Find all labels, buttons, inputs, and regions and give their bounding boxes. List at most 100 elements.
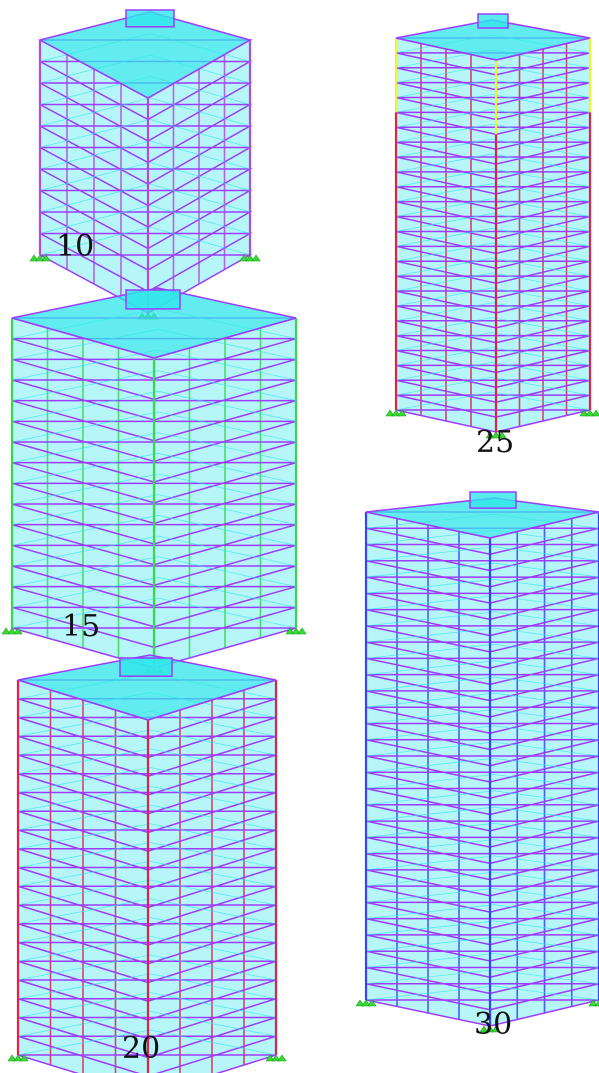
floor-slab-edge bbox=[17, 804, 277, 831]
floor-slab-edge bbox=[365, 660, 599, 676]
floor-slab-edge bbox=[395, 287, 591, 307]
floor-beam-line bbox=[395, 334, 591, 359]
floor-slab-edge bbox=[11, 452, 297, 484]
floor-slab-edge bbox=[365, 936, 599, 952]
floor-beam-line bbox=[395, 364, 591, 389]
label-30-stories: 30 bbox=[474, 1007, 513, 1042]
base-support bbox=[1, 627, 11, 635]
floor-slab-edge bbox=[17, 935, 277, 962]
base-support bbox=[385, 409, 395, 417]
floor-beam-line bbox=[395, 290, 591, 314]
floor-slab-edge bbox=[365, 855, 599, 871]
base-support bbox=[7, 1054, 17, 1062]
floor-slab-edge bbox=[39, 226, 251, 256]
floor-beam-line bbox=[395, 349, 591, 374]
floor-slab-edge bbox=[11, 432, 297, 464]
base-support bbox=[479, 1025, 489, 1033]
floor-slab-edge bbox=[17, 823, 277, 850]
rooftop-core bbox=[125, 9, 175, 28]
floor-beam-line bbox=[365, 852, 599, 881]
floor-slab-edge bbox=[17, 767, 277, 793]
floor-slab-edge bbox=[395, 391, 591, 411]
floor-beam-line bbox=[365, 771, 599, 800]
floor-beam-line bbox=[395, 200, 591, 225]
floor-slab-edge bbox=[365, 822, 599, 838]
building-model-15-story bbox=[1, 287, 307, 675]
base-support bbox=[285, 627, 295, 635]
floor-slab-edge bbox=[395, 376, 591, 396]
floor-slab-edge bbox=[365, 757, 599, 773]
floor-slab-edge bbox=[365, 611, 599, 627]
floor-slab-edge bbox=[395, 361, 591, 381]
building-model-10-story bbox=[29, 9, 261, 320]
base-support bbox=[594, 999, 599, 1007]
floor-slab-edge bbox=[395, 272, 591, 292]
label-15-stories: 15 bbox=[62, 609, 101, 644]
floor-slab-edge bbox=[17, 1010, 277, 1037]
floor-slab-edge bbox=[365, 887, 599, 903]
floor-beam-line bbox=[365, 560, 599, 588]
floor-beam-line bbox=[365, 804, 599, 832]
base-support bbox=[239, 254, 249, 262]
floor-slab-edge bbox=[39, 119, 251, 148]
floor-beam-line bbox=[365, 543, 599, 572]
floor-slab-edge bbox=[39, 183, 251, 213]
floor-slab-edge bbox=[365, 790, 599, 806]
floor-slab-edge bbox=[395, 79, 591, 98]
roof-slab bbox=[11, 287, 297, 359]
base-support bbox=[35, 254, 45, 262]
floor-beam-line bbox=[365, 966, 599, 995]
floor-beam-line bbox=[395, 394, 591, 418]
floor-beam-line bbox=[395, 81, 591, 106]
building-body bbox=[40, 40, 250, 313]
floor-slab-edge bbox=[365, 969, 599, 985]
floor-beam-line bbox=[395, 111, 591, 136]
floor-beam-line bbox=[365, 722, 599, 751]
floor-slab-edge bbox=[11, 390, 297, 422]
rooftop-core bbox=[125, 289, 181, 310]
floor-beam-line bbox=[365, 869, 599, 897]
floor-slab-edge bbox=[17, 860, 277, 887]
floor-slab-edge bbox=[11, 576, 297, 608]
base-support bbox=[41, 254, 51, 262]
base-support bbox=[265, 1054, 275, 1062]
floor-slab-edge bbox=[17, 1029, 277, 1056]
roof-slab bbox=[37, 11, 252, 99]
floor-slab-edge bbox=[365, 578, 599, 594]
base-support bbox=[588, 999, 598, 1007]
floor-slab-edge bbox=[365, 676, 599, 692]
floor-slab-edge bbox=[11, 556, 297, 588]
floor-slab-edge bbox=[365, 725, 599, 741]
building-body bbox=[396, 38, 590, 432]
floor-beam-line bbox=[395, 409, 591, 433]
floor-slab-edge bbox=[395, 168, 591, 188]
floor-slab-edge bbox=[11, 535, 297, 567]
base-support bbox=[291, 627, 301, 635]
floor-slab-edge bbox=[365, 562, 599, 578]
floor-beam-line bbox=[365, 755, 599, 783]
floor-slab-edge bbox=[365, 953, 599, 968]
floor-beam-line bbox=[365, 706, 599, 734]
floor-slab-edge bbox=[395, 257, 591, 277]
floor-slab-edge bbox=[365, 920, 599, 936]
floor-slab-edge bbox=[11, 514, 297, 546]
floor-beam-line bbox=[395, 96, 591, 121]
floor-slab-edge bbox=[17, 954, 277, 981]
floor-slab-edge bbox=[17, 842, 277, 868]
floor-beam-line bbox=[395, 171, 591, 195]
floor-slab-edge bbox=[365, 774, 599, 789]
floor-slab-edge bbox=[395, 123, 591, 143]
floor-slab-edge bbox=[395, 183, 591, 203]
floor-slab-edge bbox=[365, 709, 599, 724]
floor-beam-line bbox=[365, 690, 599, 718]
floor-beam-line bbox=[365, 787, 599, 816]
building-model-30-story bbox=[355, 491, 599, 1033]
floor-beam-line bbox=[365, 592, 599, 621]
floor-slab-edge bbox=[395, 242, 591, 262]
floor-slab-edge bbox=[395, 227, 591, 247]
base-support bbox=[245, 254, 255, 262]
floor-slab-edge bbox=[395, 317, 591, 336]
floor-beam-line bbox=[395, 319, 591, 344]
floor-slab-edge bbox=[11, 494, 297, 526]
